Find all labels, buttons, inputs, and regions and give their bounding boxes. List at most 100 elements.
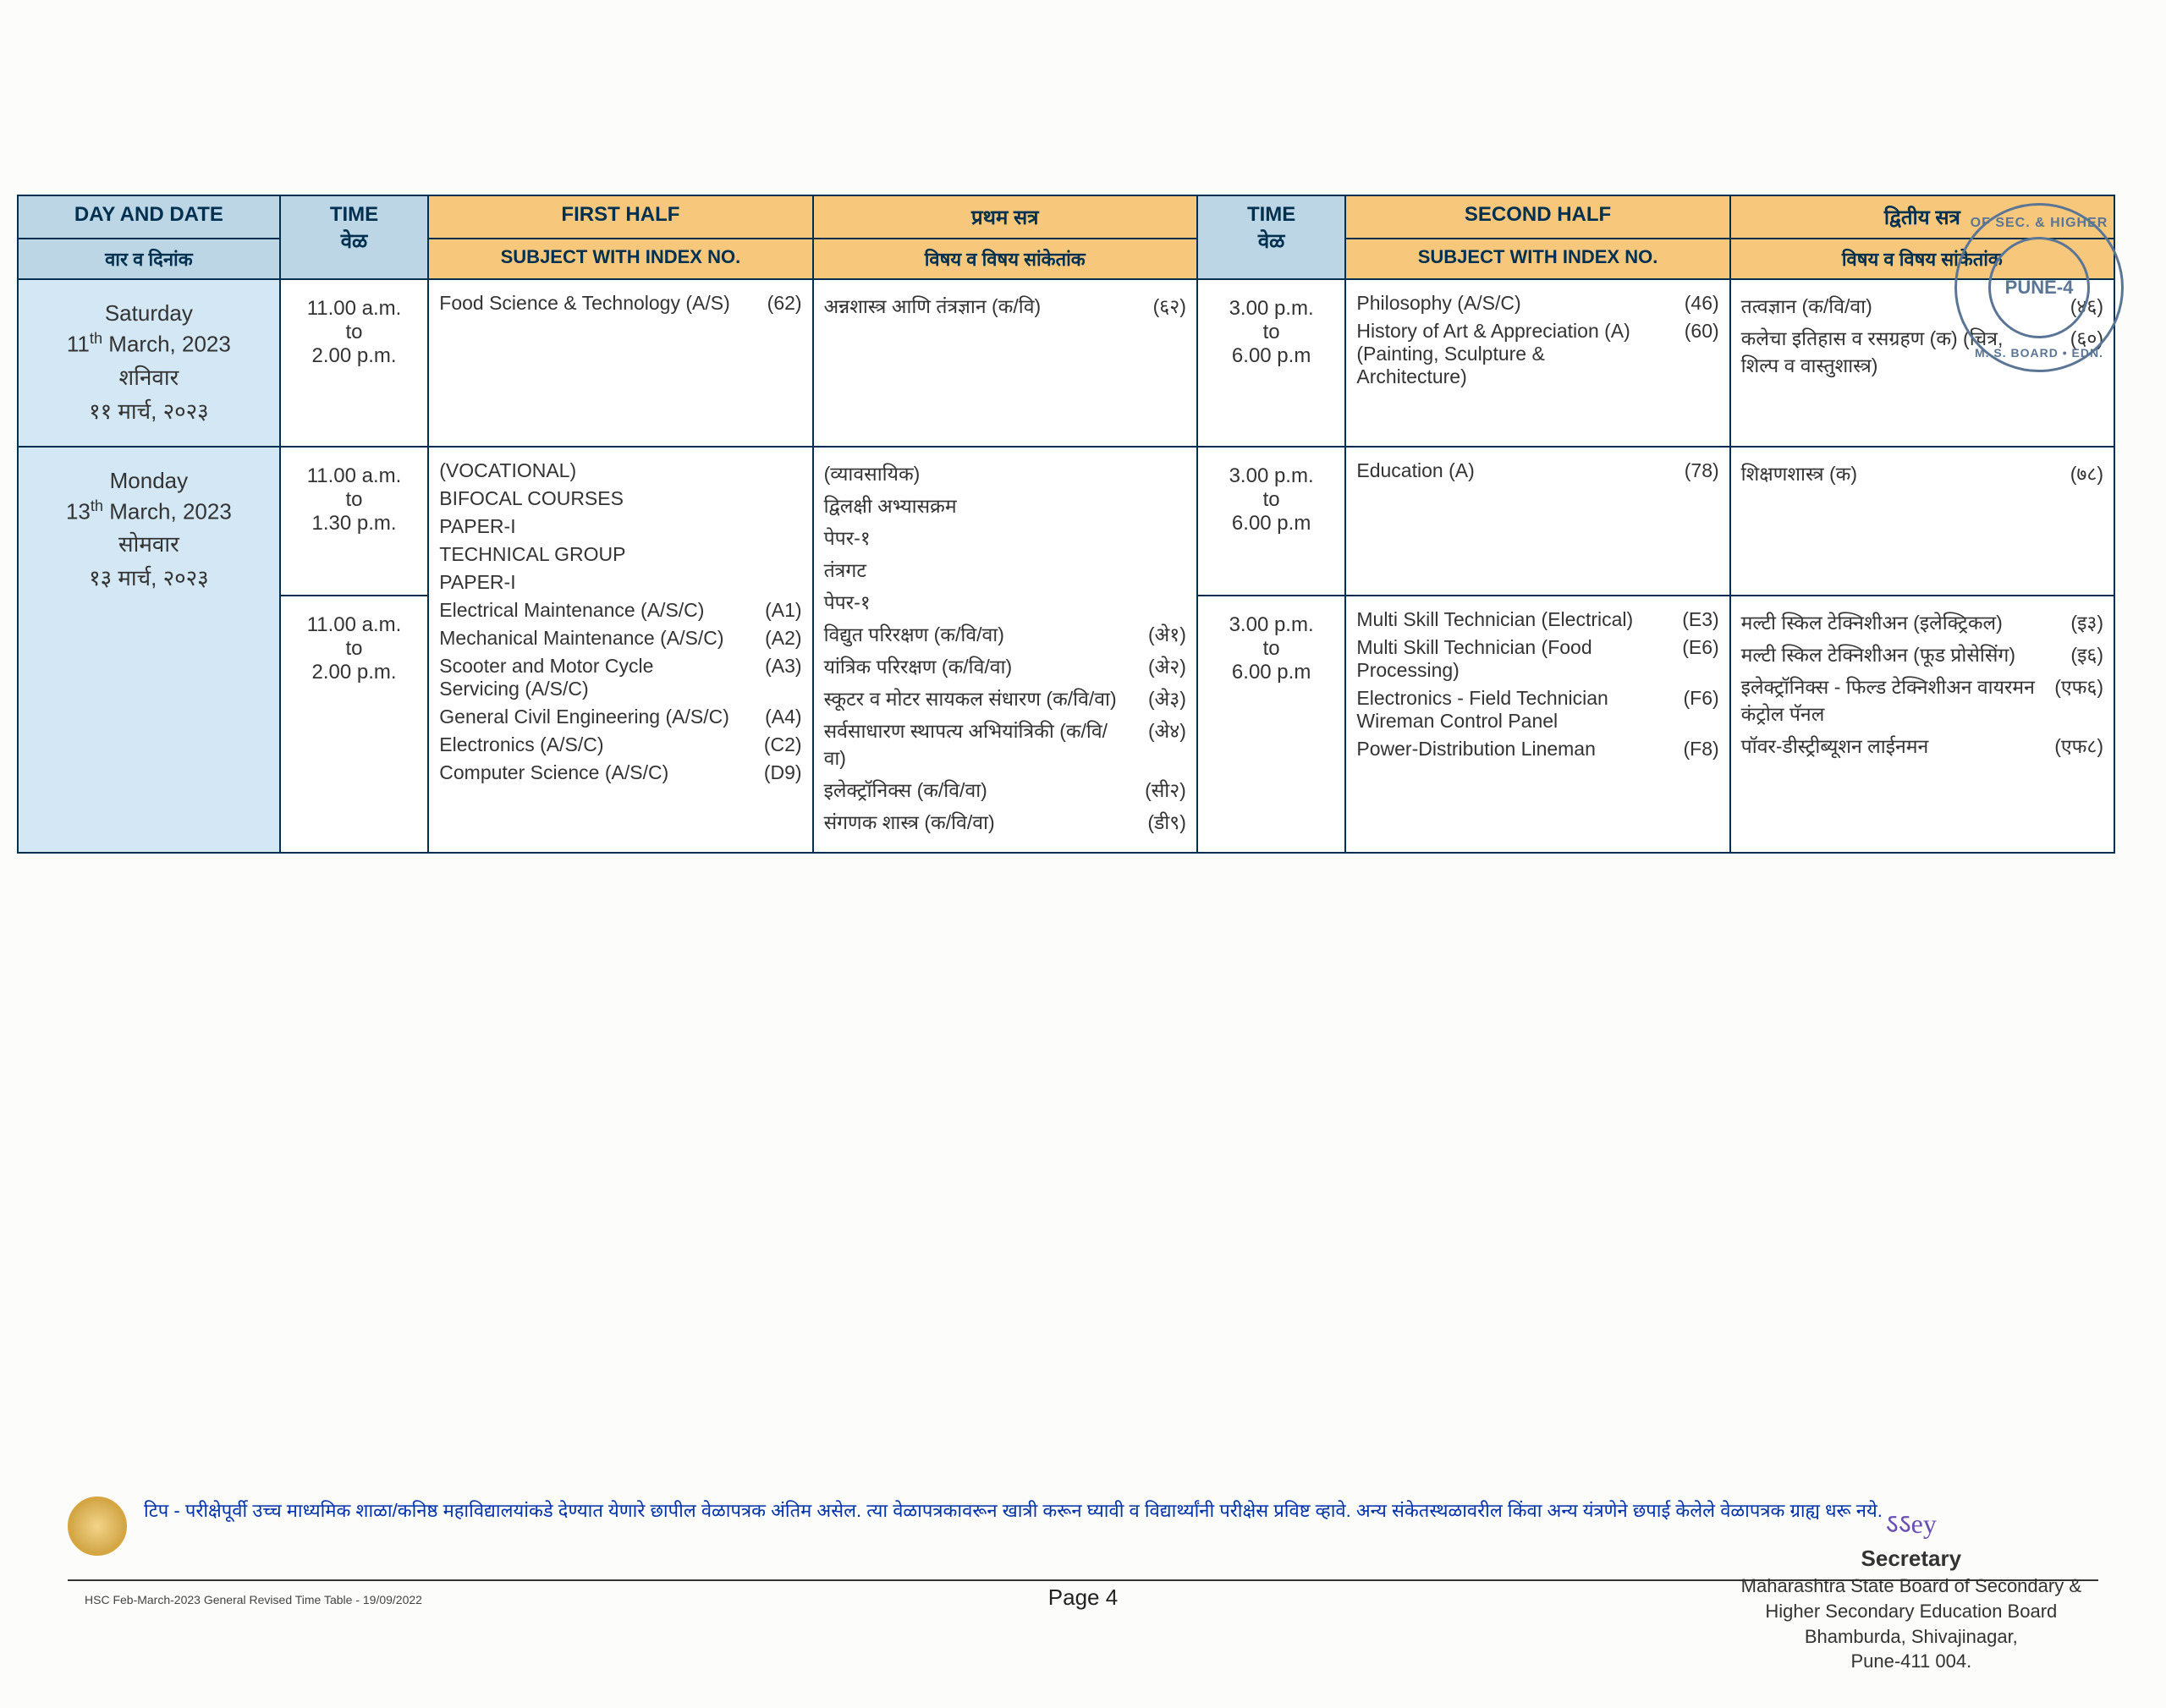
subject-name-mr: इलेक्ट्रॉनिक्स (क/वि/वा) xyxy=(824,776,1127,803)
subject-code-mr: (इ६) xyxy=(2044,640,2103,667)
subject-code: (A3) xyxy=(743,655,802,678)
subject-code: (46) xyxy=(1660,292,1719,315)
timetable: DAY AND DATE TIME वेळ FIRST HALF प्रथम स… xyxy=(17,195,2115,854)
subject-row: Scooter and Motor Cycle Servicing (A/S/C… xyxy=(439,655,801,700)
r2-day-en: Monday xyxy=(25,468,272,494)
r1-t2-l2: to xyxy=(1203,321,1340,344)
subject-name: Multi Skill Technician (Food Processing) xyxy=(1356,636,1659,682)
subject-name-mr: विद्युत परिरक्षण (क/वि/वा) xyxy=(824,620,1127,647)
subject-code: (F8) xyxy=(1660,738,1719,761)
r2-t2a-l3: 6.00 p.m xyxy=(1203,512,1340,535)
subject-row-mr: स्कूटर व मोटर सायकल संधारण (क/वि/वा) (अे… xyxy=(824,684,1186,711)
subject-code: (62) xyxy=(743,292,802,315)
r1-sh-en: Philosophy (A/S/C) (46) History of Art &… xyxy=(1345,279,1729,447)
group-label: BIFOCAL COURSES xyxy=(439,487,801,510)
r1-day-en: Saturday xyxy=(25,300,272,327)
subject-row: Education (A) (78) xyxy=(1356,459,1718,482)
subject-row-mr: शिक्षणशास्त्र (क) (७८) xyxy=(1741,459,2103,486)
r1-day-mr: शनिवार xyxy=(25,361,272,392)
subject-row: General Civil Engineering (A/S/C) (A4) xyxy=(439,706,801,728)
r2-fh-mr: (व्यावसायिक)द्विलक्षी अभ्यासक्रमपेपर-१तं… xyxy=(813,447,1197,853)
subject-row: Philosophy (A/S/C) (46) xyxy=(1356,292,1718,315)
subject-row: Computer Science (A/S/C) (D9) xyxy=(439,761,801,784)
r2-t2b-l2: to xyxy=(1203,637,1340,661)
r1-fh-mr: अन्नशास्त्र आणि तंत्रज्ञान (क/वि) (६२) xyxy=(813,279,1197,447)
r2-t1a-l1: 11.00 a.m. xyxy=(286,464,423,488)
subject-row-mr: सर्वसाधारण स्थापत्य अभियांत्रिकी (क/वि/व… xyxy=(824,717,1186,771)
subject-name-mr: सर्वसाधारण स्थापत्य अभियांत्रिकी (क/वि/व… xyxy=(824,717,1127,771)
group-label: TECHNICAL GROUP xyxy=(439,543,801,566)
group-label-mr: द्विलक्षी अभ्यासक्रम xyxy=(824,492,1186,519)
sig-line2: Maharashtra State Board of Secondary & xyxy=(1741,1573,2081,1599)
subject-row: Electronics - Field Technician Wireman C… xyxy=(1356,687,1718,733)
signature-block: ऽऽey Secretary Maharashtra State Board o… xyxy=(1741,1506,2081,1674)
subject-row-mr: संगणक शास्त्र (क/वि/वा) (डी९) xyxy=(824,808,1186,835)
subject-code-mr: (एफ६) xyxy=(2044,673,2103,700)
signature-script: ऽऽey xyxy=(1741,1506,2081,1542)
subject-name: Food Science & Technology (A/S) xyxy=(439,292,742,315)
hdr-subj-mr: विषय व विषय सांकेतांक xyxy=(813,239,1197,279)
r1-t2-l3: 6.00 p.m xyxy=(1203,344,1340,368)
day-cell-2: Monday 13th March, 2023 सोमवार १३ मार्च,… xyxy=(18,447,280,853)
subject-code: (C2) xyxy=(743,733,802,756)
board-emblem-icon xyxy=(68,1497,127,1556)
r1-fh-en: Food Science & Technology (A/S) (62) xyxy=(428,279,812,447)
subject-name-mr: संगणक शास्त्र (क/वि/वा) xyxy=(824,808,1127,835)
hdr-time-mr: वेळ xyxy=(284,227,425,255)
hdr-sh-en: SECOND HALF xyxy=(1345,195,1729,239)
subject-name: Education (A) xyxy=(1356,459,1659,482)
subject-name: Multi Skill Technician (Electrical) xyxy=(1356,608,1659,631)
subject-row: Multi Skill Technician (Electrical) (E3) xyxy=(1356,608,1718,631)
subject-row: Electronics (A/S/C) (C2) xyxy=(439,733,801,756)
footer-left: HSC Feb-March-2023 General Revised Time … xyxy=(85,1593,422,1606)
row-monday-a: Monday 13th March, 2023 सोमवार १३ मार्च,… xyxy=(18,447,2114,596)
r1-date-en: 11th March, 2023 xyxy=(25,330,272,358)
subject-code: (E6) xyxy=(1660,636,1719,659)
subject-name: Computer Science (A/S/C) xyxy=(439,761,742,784)
subject-name: Scooter and Motor Cycle Servicing (A/S/C… xyxy=(439,655,742,700)
r2-time2b: 3.00 p.m. to 6.00 p.m xyxy=(1197,596,1346,852)
r2-time1a: 11.00 a.m. to 1.30 p.m. xyxy=(280,447,429,596)
subject-name-mr: अन्नशास्त्र आणि तंत्रज्ञान (क/वि) xyxy=(824,292,1127,319)
subject-name: General Civil Engineering (A/S/C) xyxy=(439,706,742,728)
subject-row: Mechanical Maintenance (A/S/C) (A2) xyxy=(439,627,801,650)
subject-code-mr: (७८) xyxy=(2044,459,2103,486)
subject-code-mr: (डी९) xyxy=(1127,808,1186,835)
r2-day-mr: सोमवार xyxy=(25,528,272,558)
subject-row-mr: यांत्रिक परिरक्षण (क/वि/वा) (अे२) xyxy=(824,652,1186,679)
r2-t1b-l3: 2.00 p.m. xyxy=(286,661,423,684)
r2-date-en: 13th March, 2023 xyxy=(25,497,272,525)
r2-t1b-l2: to xyxy=(286,637,423,661)
subject-code-mr: (अे१) xyxy=(1127,620,1186,647)
hdr-time2-mr: वेळ xyxy=(1201,227,1342,255)
subject-name-mr: इलेक्ट्रॉनिक्स - फिल्ड टेक्निशीअन वायरमन… xyxy=(1741,673,2044,727)
subject-code-mr: (एफ८) xyxy=(2044,732,2103,759)
subject-name: Philosophy (A/S/C) xyxy=(1356,292,1659,315)
subject-code: (F6) xyxy=(1660,687,1719,710)
r2-time1b: 11.00 a.m. to 2.00 p.m. xyxy=(280,596,429,852)
subject-name: Electronics - Field Technician Wireman C… xyxy=(1356,687,1659,733)
sig-line4: Bhamburda, Shivajinagar, xyxy=(1741,1624,2081,1650)
group-label-mr: पेपर-१ xyxy=(824,524,1186,551)
subject-row: Multi Skill Technician (Food Processing)… xyxy=(1356,636,1718,682)
group-label-mr: (व्यावसायिक) xyxy=(824,459,1186,486)
r2-sh-en-b: Multi Skill Technician (Electrical) (E3)… xyxy=(1345,596,1729,852)
hdr-fh-en: FIRST HALF xyxy=(428,195,812,239)
stamp-center: PUNE-4 xyxy=(1988,237,2090,338)
subject-name-mr: पॉवर-डीस्ट्रीब्यूशन लाईनमन xyxy=(1741,732,2044,759)
hdr-subj-en2: SUBJECT WITH INDEX NO. xyxy=(1345,239,1729,279)
subject-row-mr: मल्टी स्किल टेक्निशीअन (फूड प्रोसेसिंग) … xyxy=(1741,640,2103,667)
r1-t1-l1: 11.00 a.m. xyxy=(286,297,423,321)
subject-code-mr: (इ३) xyxy=(2044,608,2103,635)
subject-code: (D9) xyxy=(743,761,802,784)
r2-t2b-l1: 3.00 p.m. xyxy=(1203,613,1340,637)
subject-code-mr: (६२) xyxy=(1127,292,1186,319)
board-stamp-icon: OF SEC. & HIGHER PUNE-4 M. S. BOARD • ED… xyxy=(1954,203,2124,372)
footnote-text: टिप - परीक्षेपूर्वी उच्च माध्यमिक शाळा/क… xyxy=(144,1497,1883,1524)
r2-date-mr: १३ मार्च, २०२३ xyxy=(25,562,272,592)
hdr-subj-en: SUBJECT WITH INDEX NO. xyxy=(428,239,812,279)
r2-sh-mr-a: शिक्षणशास्त्र (क) (७८) xyxy=(1730,447,2114,596)
subject-name-mr: मल्टी स्किल टेक्निशीअन (इलेक्ट्रिकल) xyxy=(1741,608,2044,635)
sig-line3: Higher Secondary Education Board xyxy=(1741,1599,2081,1624)
subject-name-mr: मल्टी स्किल टेक्निशीअन (फूड प्रोसेसिंग) xyxy=(1741,640,2044,667)
